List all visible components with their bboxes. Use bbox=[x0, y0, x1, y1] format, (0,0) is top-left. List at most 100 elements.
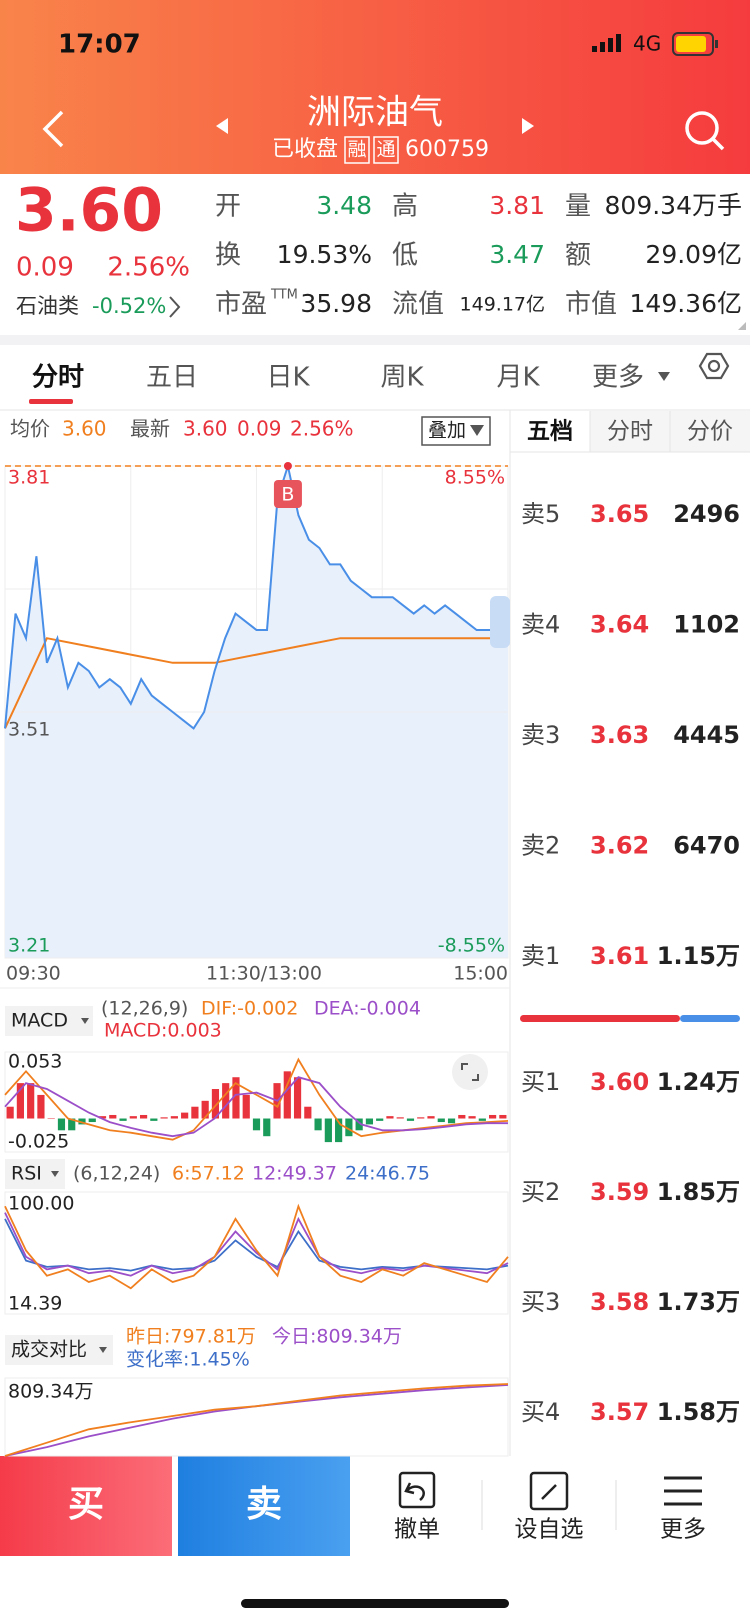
macd-bar bbox=[304, 1106, 312, 1119]
sector-arrow[interactable] bbox=[169, 296, 181, 318]
indicator-value: DEA:-0.004 bbox=[314, 998, 421, 1020]
book-price: 3.64 bbox=[590, 611, 649, 639]
macd-bar bbox=[314, 1118, 322, 1131]
stock-code: 600759 bbox=[405, 137, 489, 162]
sell-button[interactable] bbox=[178, 1456, 350, 1556]
macd-bar bbox=[88, 1118, 96, 1123]
book-label: 买1 bbox=[521, 1068, 560, 1096]
book-price: 3.59 bbox=[590, 1178, 649, 1206]
indicator-value: 12:49.37 bbox=[252, 1163, 337, 1185]
macd-bar bbox=[468, 1116, 476, 1119]
tab-active-bg bbox=[511, 411, 590, 452]
tab[interactable]: 周K bbox=[380, 363, 424, 393]
ratio-bar-buy bbox=[680, 1015, 740, 1022]
watchlist-icon[interactable] bbox=[529, 1471, 569, 1511]
macd-bar bbox=[181, 1112, 189, 1119]
stat-value: 3.81 bbox=[489, 191, 545, 220]
stat-value: 809.34万手 bbox=[605, 191, 742, 220]
marker-box bbox=[273, 480, 302, 508]
signal-icon bbox=[592, 34, 621, 52]
tab[interactable]: 分时 bbox=[32, 363, 84, 393]
action-label[interactable]: 撤单 bbox=[394, 1517, 440, 1543]
book-price: 3.65 bbox=[590, 500, 649, 528]
network-label: 4G bbox=[633, 32, 661, 56]
book-tab[interactable]: 五档 bbox=[527, 419, 573, 445]
book-tab[interactable]: 分时 bbox=[607, 419, 653, 445]
search-button[interactable] bbox=[685, 111, 725, 151]
scroll-handle bbox=[490, 596, 510, 648]
y-tick-label: -0.025 bbox=[8, 1131, 69, 1153]
indicator-params: (12,26,9) bbox=[101, 998, 188, 1020]
badge-box bbox=[344, 136, 370, 164]
tab-underline bbox=[29, 399, 73, 404]
macd-bar bbox=[437, 1118, 445, 1123]
chart-frame bbox=[4, 1051, 509, 1153]
macd-bar bbox=[345, 1118, 353, 1137]
y-tick-label: 3.81 bbox=[8, 467, 50, 489]
book-label: 买2 bbox=[521, 1178, 560, 1206]
indicator-name: 成交对比 bbox=[11, 1339, 87, 1361]
y-tick-label: 14.39 bbox=[8, 1293, 62, 1315]
action-label[interactable]: 设自选 bbox=[515, 1517, 584, 1543]
y-tick-label: 809.34万 bbox=[8, 1381, 93, 1403]
macd-bar bbox=[119, 1118, 127, 1121]
chart-frame bbox=[4, 1377, 509, 1457]
macd-bar bbox=[335, 1118, 343, 1143]
book-volume: 1.58万 bbox=[657, 1398, 740, 1426]
macd-bar bbox=[427, 1116, 435, 1119]
tab[interactable]: 月K bbox=[496, 363, 540, 393]
selector-box[interactable] bbox=[5, 1335, 113, 1365]
expand-button[interactable] bbox=[452, 1054, 488, 1090]
buy-button[interactable] bbox=[0, 1456, 172, 1556]
settings-icon[interactable] bbox=[698, 352, 730, 380]
indicator-params: (6,12,24) bbox=[73, 1163, 160, 1185]
stock-name: 洲际油气 bbox=[307, 93, 443, 133]
next-stock[interactable] bbox=[522, 118, 534, 134]
info-value: 0.09 bbox=[237, 417, 282, 441]
book-volume: 2496 bbox=[673, 500, 740, 528]
overlay-button[interactable] bbox=[421, 416, 491, 446]
tab[interactable]: 更多 bbox=[592, 363, 644, 393]
stat-label: 流值 bbox=[392, 290, 444, 320]
tab[interactable]: 五日 bbox=[146, 363, 198, 393]
action-label[interactable]: 更多 bbox=[660, 1517, 706, 1543]
stat-value: 29.09亿 bbox=[645, 240, 742, 269]
cancel-icon[interactable] bbox=[398, 1471, 436, 1509]
macd-bar bbox=[170, 1116, 178, 1119]
indicator-value: DIF:-0.002 bbox=[201, 998, 298, 1020]
selector-box[interactable] bbox=[5, 1006, 93, 1036]
stat-value: 149.36亿 bbox=[630, 289, 742, 318]
trade-marker: B bbox=[281, 484, 294, 506]
overlay-label: 叠加 bbox=[428, 420, 466, 442]
book-label: 买3 bbox=[521, 1288, 560, 1316]
corner-mark bbox=[738, 322, 746, 330]
indicator-name: RSI bbox=[11, 1163, 42, 1185]
book-volume: 6470 bbox=[673, 832, 740, 860]
macd-bar bbox=[27, 1083, 35, 1119]
pct-label: 8.55% bbox=[445, 467, 505, 489]
y-tick-label: 0.053 bbox=[8, 1051, 62, 1073]
more-icon[interactable] bbox=[664, 1476, 702, 1506]
back-button[interactable] bbox=[42, 110, 64, 148]
y-tick-label: 3.51 bbox=[8, 719, 50, 741]
book-price: 3.58 bbox=[590, 1288, 649, 1316]
stat-value: 35.98 bbox=[300, 289, 372, 318]
stat-label: 换 bbox=[215, 241, 241, 271]
stat-value: 3.48 bbox=[316, 191, 372, 220]
macd-bar bbox=[396, 1117, 404, 1119]
prev-stock[interactable] bbox=[216, 118, 228, 134]
macd-bar bbox=[57, 1118, 66, 1131]
header-bg bbox=[0, 0, 750, 174]
price-change: 0.09 bbox=[16, 253, 74, 283]
macd-bar bbox=[376, 1118, 384, 1121]
tab[interactable]: 日K bbox=[266, 363, 310, 393]
book-label: 买4 bbox=[521, 1398, 560, 1426]
macd-bar bbox=[160, 1117, 168, 1119]
price-change-pct: 2.56% bbox=[107, 253, 190, 283]
stat-label: 量 bbox=[565, 192, 591, 222]
badge: 融 bbox=[347, 139, 366, 161]
x-label: 15:00 bbox=[453, 963, 508, 985]
book-tab[interactable]: 分价 bbox=[687, 419, 733, 445]
indicator-name: MACD bbox=[11, 1010, 68, 1032]
indicator-value: 24:46.75 bbox=[345, 1163, 430, 1185]
